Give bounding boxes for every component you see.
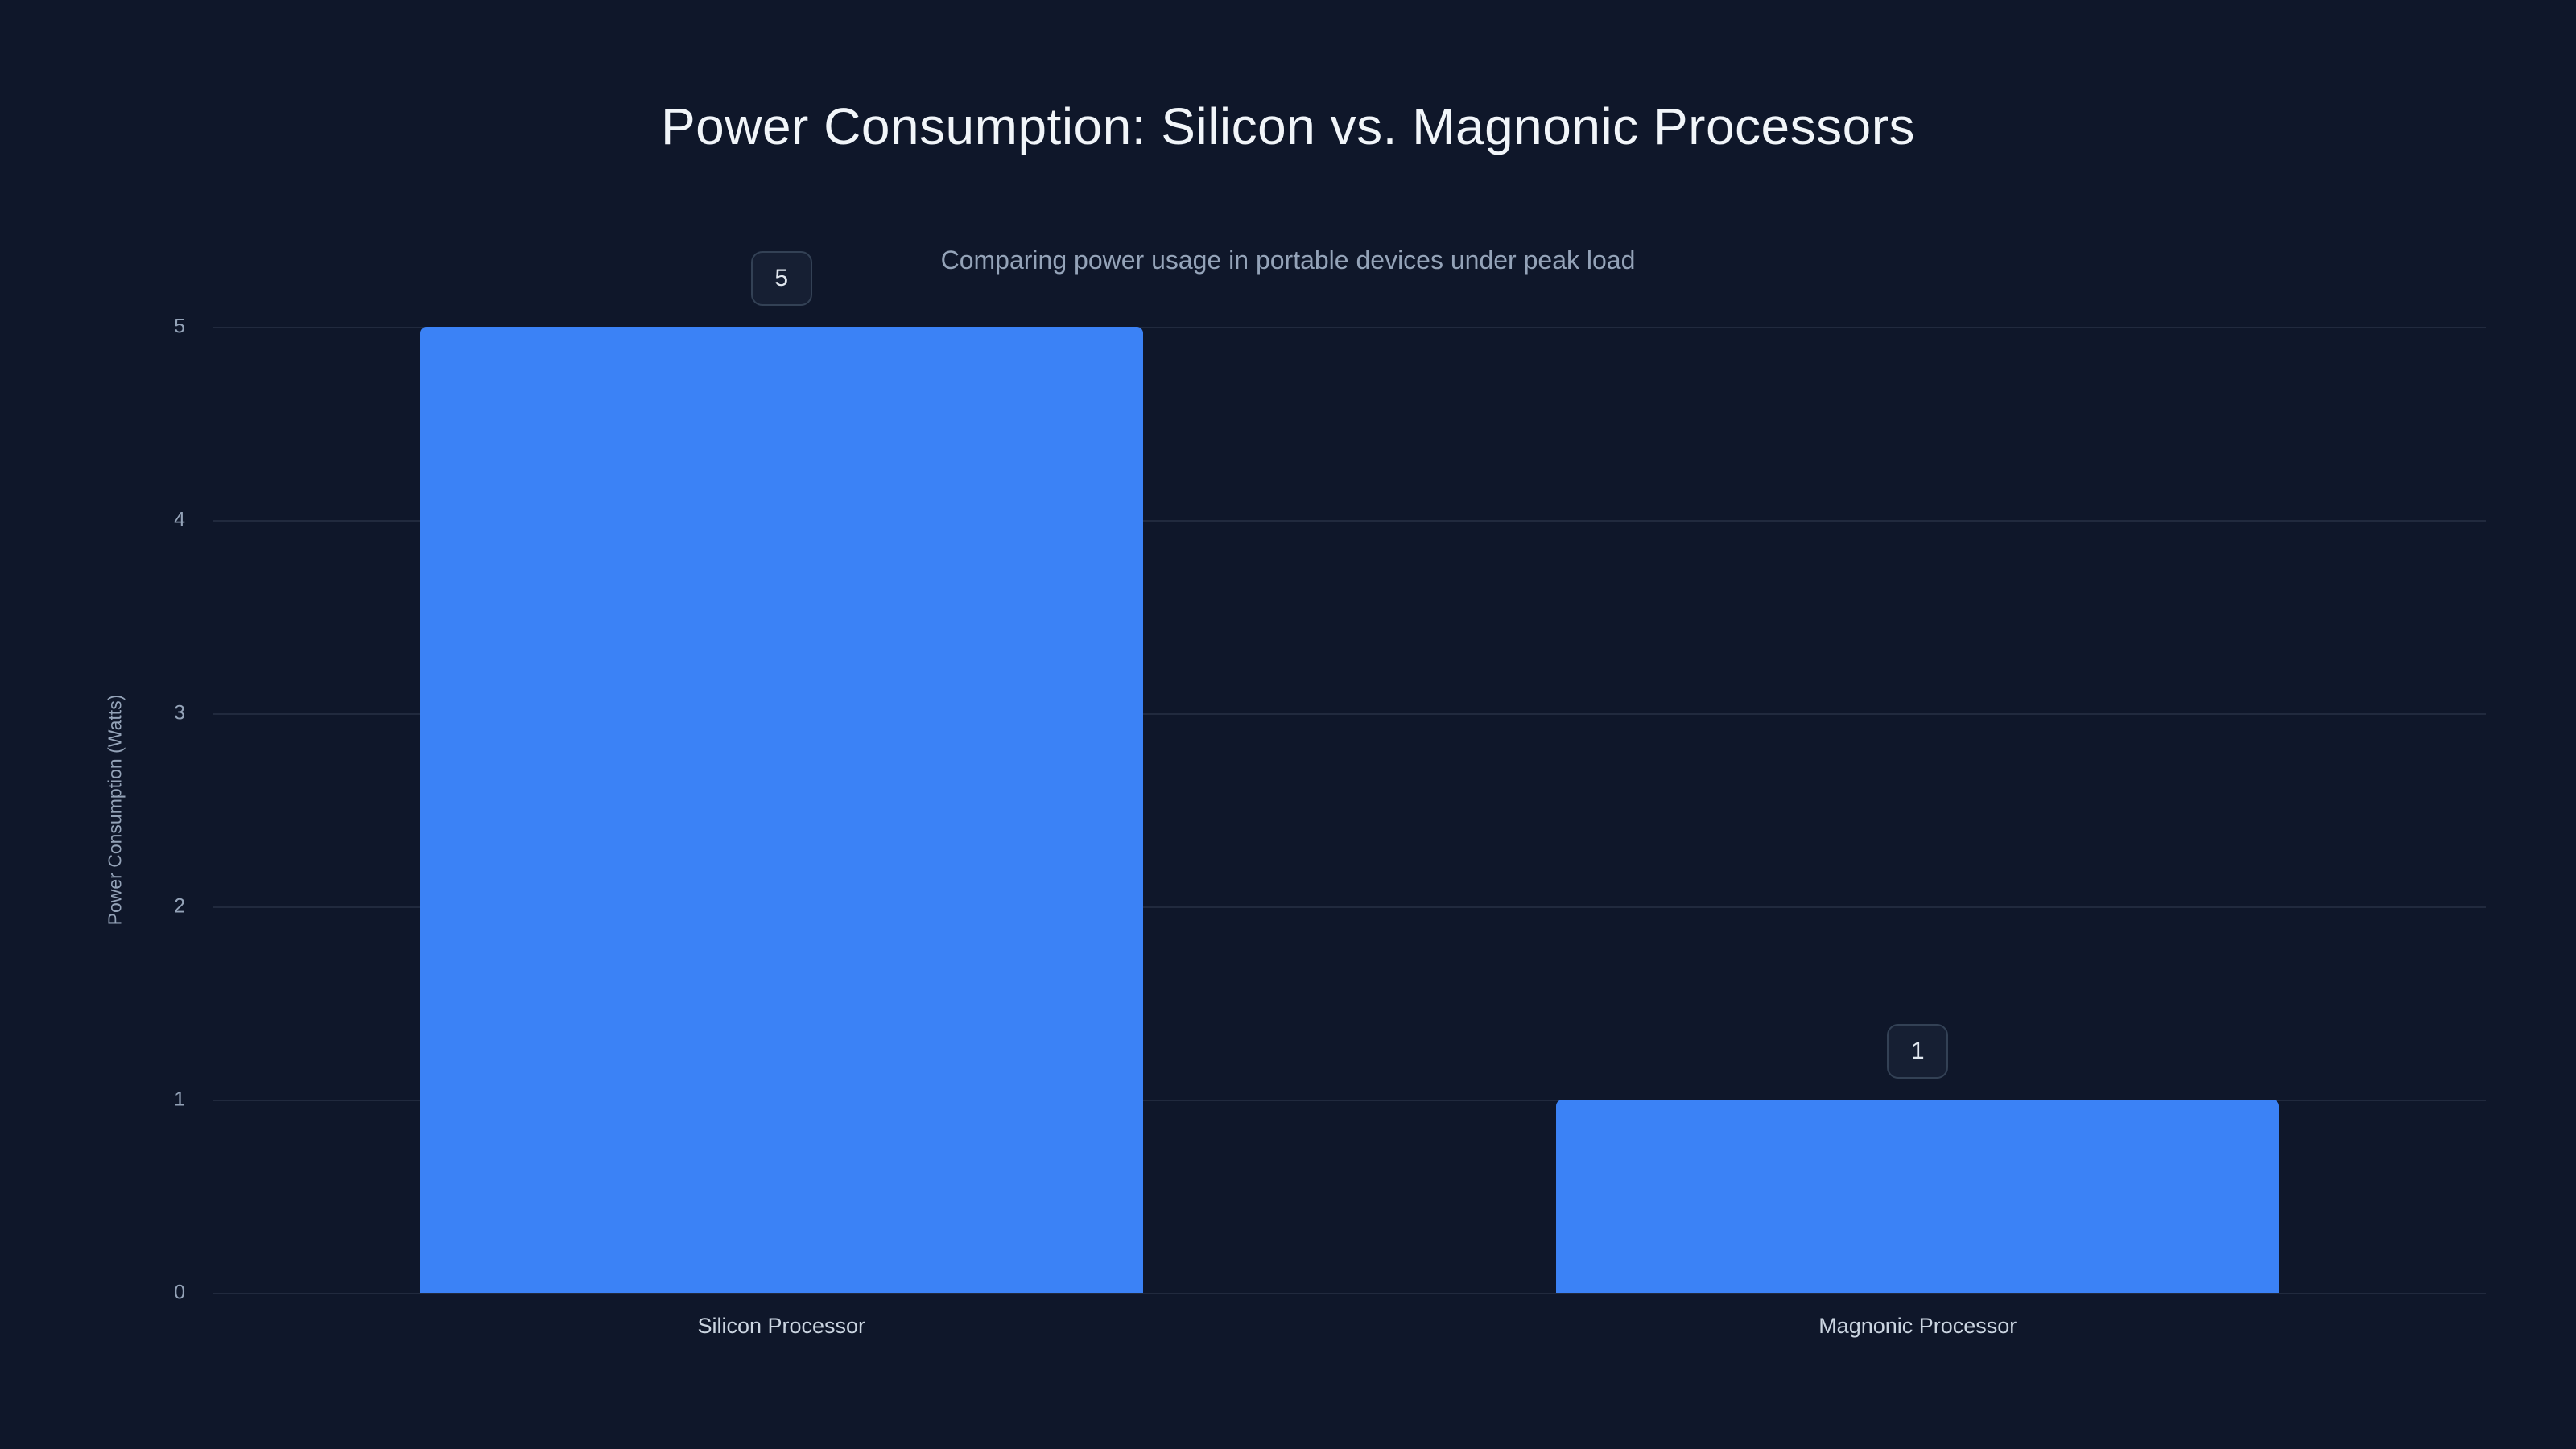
y-tick-label: 3 [174, 701, 185, 724]
bars-container: 5 1 [213, 251, 2487, 1293]
axis-baseline [213, 1293, 2486, 1294]
gridline [213, 713, 2486, 715]
x-axis-labels: Silicon Processor Magnonic Processor [213, 1314, 2486, 1339]
y-tick-label: 5 [174, 315, 185, 338]
band-magnonic: 1 [1350, 327, 2487, 1293]
plot-area: 5 1 [213, 251, 2487, 1294]
gridline [213, 1100, 2486, 1101]
chart-title: Power Consumption: Silicon vs. Magnonic … [660, 97, 1916, 155]
y-tick-label: 2 [174, 894, 185, 918]
chart-subtitle: Comparing power usage in portable device… [940, 246, 1636, 275]
y-tick-label: 0 [174, 1281, 185, 1304]
value-badge-magnonic: 1 [1887, 1024, 1949, 1079]
value-badge-silicon: 5 [750, 251, 812, 306]
y-axis-ticks: 5 4 3 2 1 0 [0, 316, 193, 1304]
x-tick-label-magnonic: Magnonic Processor [1818, 1314, 2017, 1338]
bar-magnonic-processor [1556, 1100, 2280, 1293]
gridline [213, 327, 2486, 328]
y-tick-label: 4 [174, 508, 185, 531]
bar-silicon-processor [419, 327, 1143, 1293]
x-tick-label-silicon: Silicon Processor [697, 1314, 866, 1338]
y-tick-label: 1 [174, 1088, 185, 1111]
gridline [213, 520, 2486, 522]
band-silicon: 5 [213, 251, 1350, 1293]
gridline [213, 906, 2486, 908]
